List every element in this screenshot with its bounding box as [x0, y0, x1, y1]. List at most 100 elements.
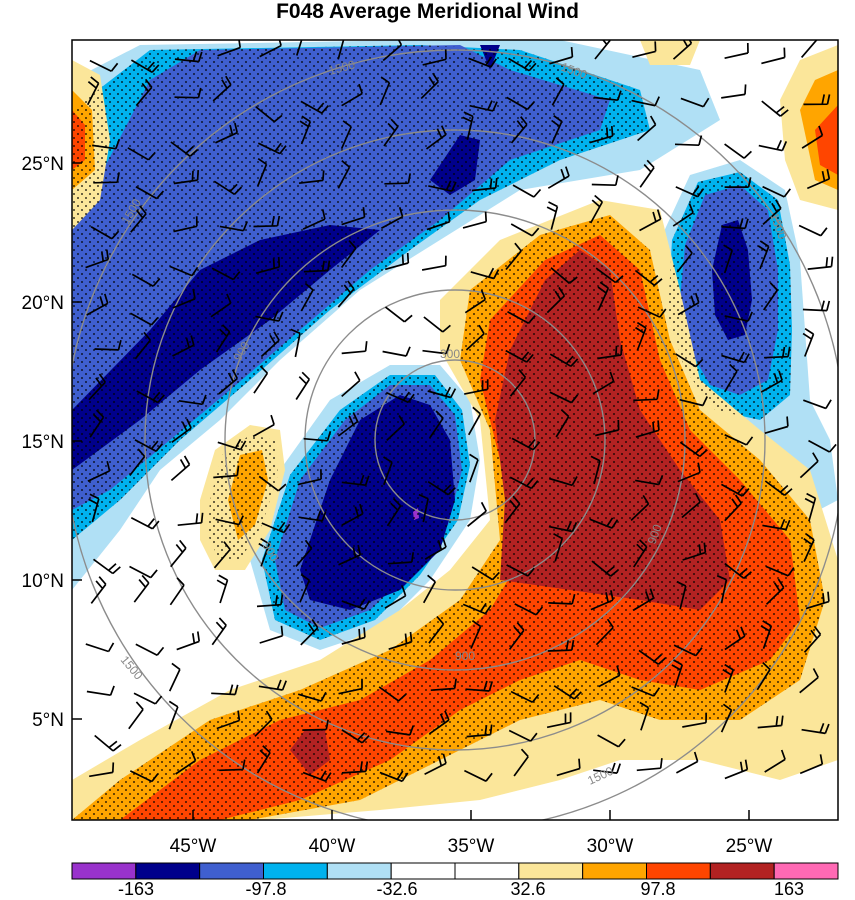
- wind-barb: [297, 691, 327, 702]
- ring-label: 900: [645, 522, 665, 546]
- wind-barb: [471, 566, 500, 581]
- wind-barb: [210, 293, 232, 318]
- wind-barb: [219, 759, 246, 772]
- colorbar-swatch: [135, 862, 201, 880]
- stipple-pos-west: [208, 435, 278, 560]
- wind-barb: [253, 365, 269, 394]
- colorbar-label: -32.6: [376, 879, 417, 899]
- wind-barb: [675, 185, 705, 198]
- wind-barb: [168, 700, 179, 730]
- wind-barb: [295, 371, 311, 400]
- lat-label: 5°N: [32, 710, 64, 731]
- wind-barb: [549, 353, 579, 368]
- wind-barb: [173, 216, 198, 233]
- wind-barb: [803, 533, 815, 562]
- wind-barb: [762, 185, 791, 198]
- wind-barb: [217, 40, 242, 57]
- wind-barb: [384, 252, 410, 271]
- wind-barb: [680, 97, 710, 108]
- wind-barb: [299, 115, 312, 145]
- stipple-negative: [72, 45, 650, 540]
- wind-barb: [384, 306, 413, 323]
- wind-barb: [757, 240, 770, 270]
- wind-barb: [761, 47, 786, 65]
- wind-barb: [215, 515, 244, 526]
- lat-label: 25°N: [22, 154, 64, 175]
- range-rings: [72, 49, 838, 820]
- wind-barb: [338, 544, 362, 566]
- wind-barb: [507, 310, 536, 325]
- wind-barb: [551, 115, 563, 144]
- wind-barb: [682, 542, 707, 561]
- wind-barb: [803, 399, 832, 410]
- wind-barb: [676, 580, 687, 610]
- wind-barb: [379, 770, 409, 783]
- wind-barb: [258, 679, 287, 691]
- wind-barb: [341, 598, 371, 611]
- wind-barb: [509, 476, 539, 490]
- wind-barb: [257, 142, 287, 155]
- wind-barb: [548, 520, 578, 533]
- wind-barb: [92, 138, 121, 150]
- wind-barb: [675, 751, 699, 774]
- wind-barb: [681, 492, 701, 519]
- wind-barb: [427, 480, 456, 496]
- wind-barb: [135, 185, 165, 200]
- wind-barb: [724, 177, 752, 188]
- wind-barb: [170, 141, 199, 157]
- wind-barb: [595, 267, 624, 284]
- lon-label: 25°W: [726, 836, 773, 857]
- colorbar-label: 97.8: [640, 879, 675, 899]
- wind-barb: [470, 267, 500, 280]
- wind-barb: [86, 76, 100, 106]
- wind-barb: [510, 690, 540, 704]
- wind-barb: [385, 391, 415, 404]
- wind-barb: [635, 420, 660, 438]
- wind-barb: [799, 754, 824, 775]
- wind-barb: [546, 201, 559, 230]
- colorbar-swatch: [390, 862, 456, 880]
- wind-barb: [174, 87, 202, 99]
- wind-barb: [465, 324, 485, 351]
- wind-barb: [261, 521, 291, 534]
- wind-barb: [379, 76, 391, 106]
- wind-barb: [253, 215, 281, 228]
- wind-barb: [595, 419, 620, 437]
- wind-barb: [424, 753, 447, 775]
- wind-barb: [428, 180, 457, 192]
- colorbar-swatch: [454, 862, 520, 880]
- ring-label: 300: [440, 347, 460, 361]
- wind-barb: [171, 418, 192, 443]
- wind-barb: [723, 244, 734, 274]
- wind-barb: [422, 574, 437, 604]
- wind-barb: [637, 306, 667, 318]
- wind-barb: [593, 762, 622, 774]
- wind-barb: [676, 244, 693, 273]
- colorbar-label: -97.8: [245, 879, 286, 899]
- wind-barb: [256, 157, 268, 187]
- wind-barb: [130, 312, 159, 326]
- wind-barb: [470, 620, 482, 649]
- wind-barb: [595, 618, 614, 646]
- wind-barb: [303, 430, 332, 442]
- wind-barb: [89, 59, 119, 72]
- stipple-positive: [72, 215, 825, 820]
- wind-barb: [672, 40, 693, 60]
- wind-barb: [798, 224, 828, 237]
- wind-barb: [384, 586, 407, 609]
- wind-barb: [170, 455, 191, 482]
- wind-barb: [677, 462, 701, 483]
- wind-barb: [631, 686, 661, 697]
- wind-barb: [300, 619, 319, 646]
- wind-barb: [427, 386, 457, 399]
- wind-barb: [176, 631, 201, 651]
- wind-barb: [341, 341, 368, 355]
- wind-barb: [255, 105, 283, 123]
- wind-barb: [467, 501, 487, 527]
- map-title: F048 Average Meridional Wind: [276, 0, 579, 23]
- wind-barb: [549, 47, 574, 65]
- map-field: 300 900 900 900 900 1500 1500 1500 1500 …: [72, 40, 838, 820]
- wind-barb: [724, 562, 752, 579]
- wind-barb: [553, 685, 582, 700]
- wind-barb: [172, 335, 195, 357]
